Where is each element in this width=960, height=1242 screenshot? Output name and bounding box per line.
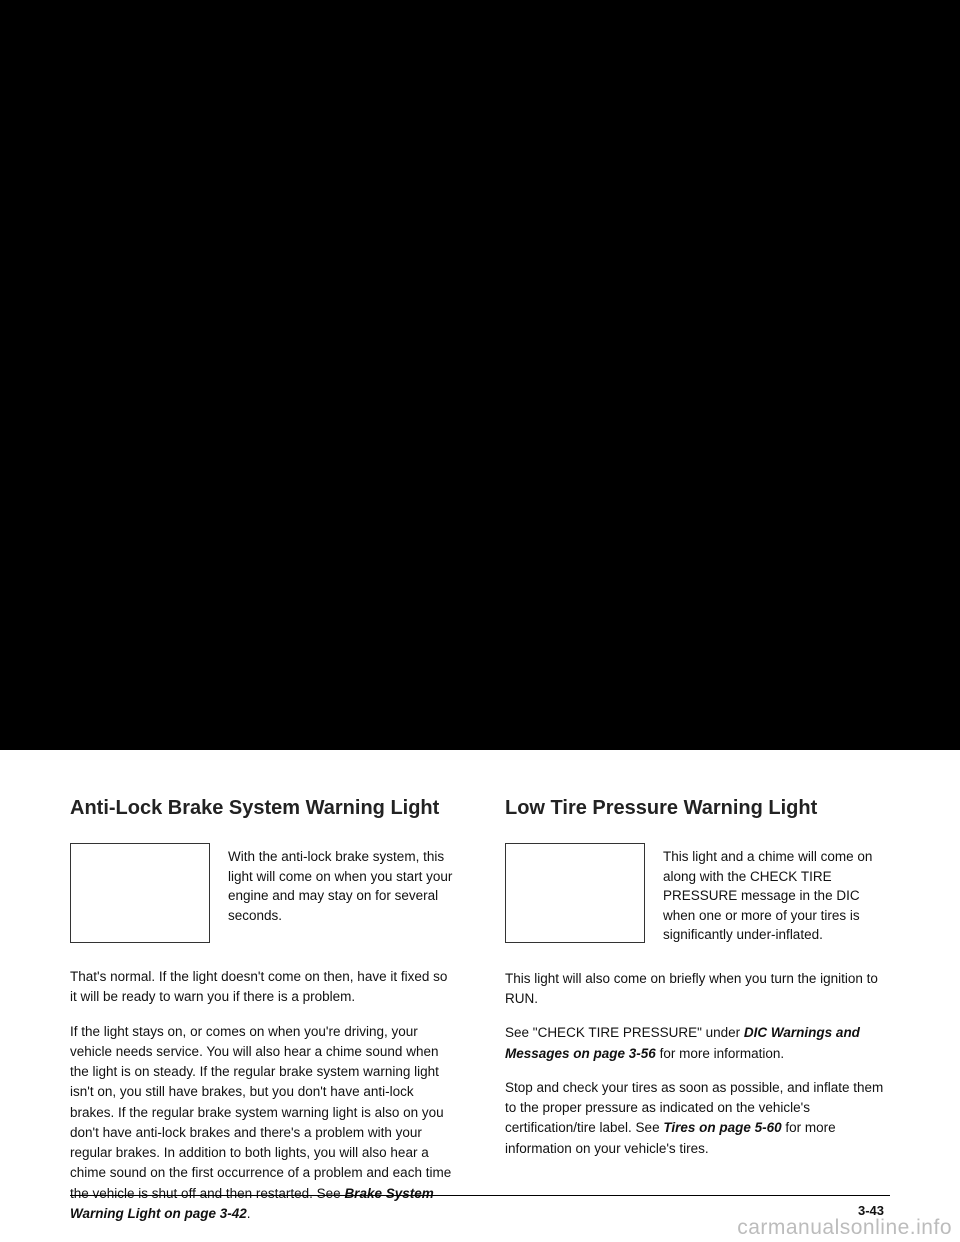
header-black-region: [0, 0, 960, 750]
right-icon-row: This light and a chime will come on alon…: [505, 843, 890, 945]
left-para-2: If the light stays on, or comes on when …: [70, 1022, 455, 1225]
right-column: Low Tire Pressure Warning Light This lig…: [505, 795, 890, 1238]
left-p2a: If the light stays on, or comes on when …: [70, 1024, 451, 1201]
right-p2a: See "CHECK TIRE PRESSURE" under: [505, 1025, 744, 1040]
columns: Anti-Lock Brake System Warning Light Wit…: [70, 795, 890, 1238]
right-caption: This light and a chime will come on alon…: [663, 843, 890, 945]
abs-warning-icon: [70, 843, 210, 943]
left-para-1: That's normal. If the light doesn't come…: [70, 967, 455, 1008]
right-para-1: This light will also come on briefly whe…: [505, 969, 890, 1010]
right-heading: Low Tire Pressure Warning Light: [505, 795, 890, 821]
footer-rule: [70, 1195, 890, 1196]
right-para-2: See "CHECK TIRE PRESSURE" under DIC Warn…: [505, 1023, 890, 1064]
left-p2b: .: [247, 1206, 251, 1221]
tire-pressure-warning-icon: [505, 843, 645, 943]
right-p2b: for more information.: [656, 1046, 784, 1061]
left-caption: With the anti-lock brake system, this li…: [228, 843, 455, 925]
watermark: carmanualsonline.info: [737, 1216, 952, 1240]
right-para-3: Stop and check your tires as soon as pos…: [505, 1078, 890, 1159]
left-icon-row: With the anti-lock brake system, this li…: [70, 843, 455, 943]
left-heading: Anti-Lock Brake System Warning Light: [70, 795, 455, 821]
left-column: Anti-Lock Brake System Warning Light Wit…: [70, 795, 455, 1238]
page-body: Anti-Lock Brake System Warning Light Wit…: [0, 750, 960, 1238]
page: Anti-Lock Brake System Warning Light Wit…: [0, 0, 960, 1242]
right-p3-xref: Tires on page 5-60: [663, 1120, 781, 1135]
